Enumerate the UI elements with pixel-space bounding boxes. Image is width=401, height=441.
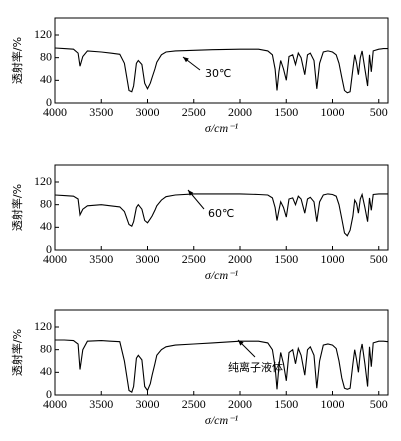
x-axis-label: σ/cm⁻¹	[205, 121, 239, 135]
x-tick-label: 2500	[182, 252, 206, 266]
x-tick-label: 1000	[321, 397, 345, 411]
x-tick-label: 1000	[321, 252, 345, 266]
y-tick-label: 0	[46, 95, 52, 109]
arrow-head	[183, 57, 189, 63]
x-tick-label: 3000	[136, 397, 160, 411]
y-tick-label: 0	[46, 242, 52, 256]
x-tick-label: 500	[370, 105, 388, 119]
y-axis-label: 透射率/%	[10, 37, 24, 84]
x-tick-label: 3500	[89, 397, 113, 411]
plot-frame	[54, 17, 389, 104]
spectrum-line	[54, 47, 388, 94]
x-tick-label: 3000	[136, 252, 160, 266]
x-tick-label: 2500	[182, 397, 206, 411]
x-tick-label: 1500	[274, 397, 298, 411]
annotation: 纯离子液体	[228, 360, 283, 374]
plot-frame	[54, 309, 389, 396]
spectrum-line	[54, 192, 388, 237]
y-tick-label: 120	[34, 319, 52, 333]
x-axis-label: σ/cm⁻¹	[205, 268, 239, 282]
x-tick-label: 1500	[274, 252, 298, 266]
y-tick-label: 120	[34, 174, 52, 188]
x-tick-label: 1000	[321, 105, 345, 119]
x-tick-label: 4000	[43, 252, 67, 266]
y-axis-label: 透射率/%	[10, 329, 24, 376]
x-tick-label: 3000	[136, 105, 160, 119]
y-tick-label: 80	[40, 196, 52, 210]
x-tick-label: 4000	[43, 105, 67, 119]
x-tick-label: 2000	[228, 105, 252, 119]
spectrum-line	[55, 339, 389, 394]
x-tick-label: 2000	[228, 397, 252, 411]
y-tick-label: 120	[34, 27, 52, 41]
y-tick-label: 0	[46, 387, 52, 401]
x-axis-label: σ/cm⁻¹	[205, 413, 239, 427]
annotation: 30℃	[205, 67, 231, 80]
x-tick-label: 3500	[89, 252, 113, 266]
x-tick-label: 500	[370, 252, 388, 266]
x-tick-label: 1500	[274, 105, 298, 119]
x-tick-label: 2000	[228, 252, 252, 266]
y-tick-label: 40	[40, 219, 52, 233]
arrow-head	[188, 190, 194, 196]
x-tick-label: 3500	[89, 105, 113, 119]
y-axis-label: 透射率/%	[10, 184, 24, 231]
arrow-head	[238, 340, 244, 346]
y-tick-label: 40	[40, 72, 52, 86]
y-tick-label: 40	[40, 364, 52, 378]
y-tick-label: 80	[40, 49, 52, 63]
x-tick-label: 4000	[43, 397, 67, 411]
y-tick-label: 80	[40, 341, 52, 355]
plot-frame	[54, 164, 389, 251]
x-tick-label: 500	[370, 397, 388, 411]
annotation: 60℃	[208, 207, 234, 220]
x-tick-label: 2500	[182, 105, 206, 119]
